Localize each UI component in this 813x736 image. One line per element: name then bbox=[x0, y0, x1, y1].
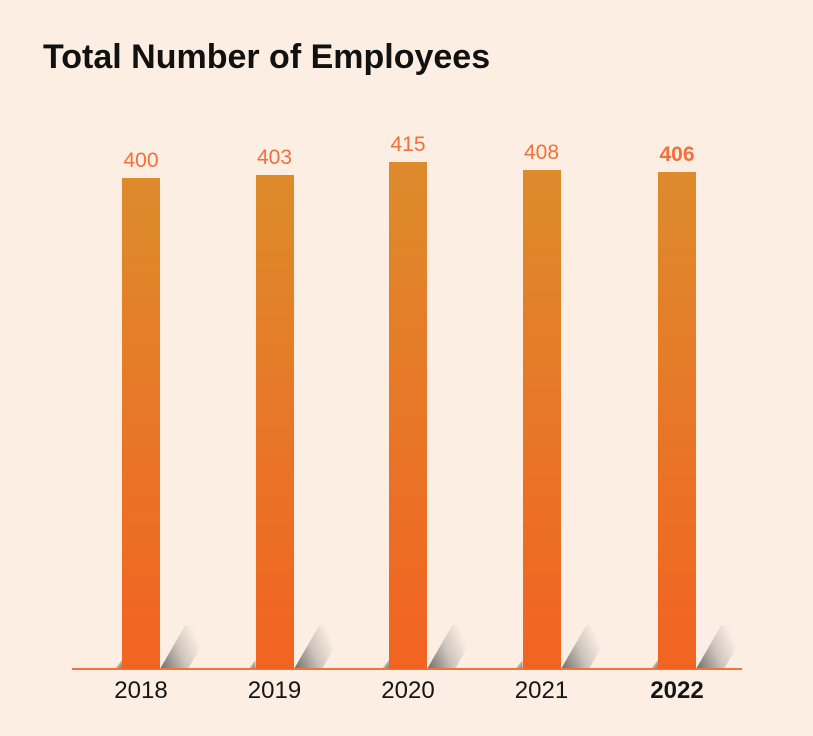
bar-value-label: 406 bbox=[659, 143, 695, 166]
bar-value-label: 408 bbox=[523, 141, 560, 164]
x-axis-line bbox=[72, 668, 742, 670]
x-axis-label-2019: 2019 bbox=[247, 677, 302, 704]
bar-value-label: 400 bbox=[123, 149, 159, 172]
x-axis-label-2022: 2022 bbox=[650, 677, 704, 704]
bar-2019 bbox=[255, 175, 294, 669]
bar-shadow-left bbox=[651, 660, 658, 669]
bar-shadow-right bbox=[696, 625, 750, 669]
x-axis-label-2020: 2020 bbox=[381, 677, 435, 704]
bar-shadow-right bbox=[160, 625, 214, 669]
bar-shadow-left bbox=[382, 660, 389, 669]
bar-value-label: 403 bbox=[256, 146, 293, 169]
bar-2021 bbox=[522, 170, 561, 669]
bar-2022 bbox=[658, 172, 696, 669]
bar-2018 bbox=[122, 178, 160, 669]
bar-shadow-right bbox=[293, 625, 347, 669]
bar-shadow-left bbox=[248, 660, 256, 669]
x-axis-label-2018: 2018 bbox=[114, 677, 168, 704]
bar-shadow-left bbox=[115, 660, 122, 669]
chart-title: Total Number of Employees bbox=[43, 38, 491, 76]
bar-shadow-right bbox=[560, 625, 614, 669]
bar-shadow-left bbox=[515, 660, 523, 669]
x-axis-label-2021: 2021 bbox=[514, 677, 569, 704]
bar-2020 bbox=[389, 162, 427, 669]
bar-shadow-right bbox=[427, 625, 481, 669]
bar-value-label: 415 bbox=[390, 133, 426, 156]
